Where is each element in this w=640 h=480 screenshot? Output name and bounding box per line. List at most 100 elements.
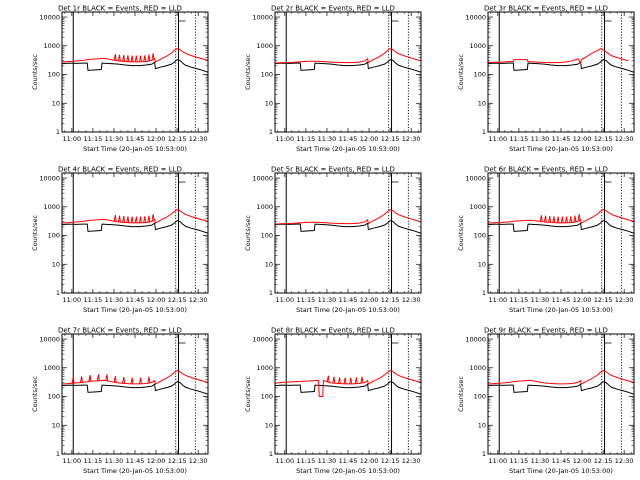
y-tick-label: 1000	[43, 42, 60, 50]
y-tick-label: 1000	[256, 203, 273, 211]
series-events-line	[274, 59, 422, 73]
panel-det-6r: Det 6r BLACK = Events, RED = LLD Counts/s…	[457, 166, 635, 314]
plot-frame	[487, 172, 635, 294]
y-axis-label: Counts/sec	[31, 376, 39, 412]
x-tick-label: 11:00	[62, 457, 81, 465]
panel-det-3r: Det 3r BLACK = Events, RED = LLD Counts/s…	[457, 5, 635, 153]
x-tick-label: 12:15	[381, 296, 400, 304]
series-lld-spike	[71, 376, 75, 384]
series-lld-spike	[130, 216, 134, 224]
x-tick-label: 11:45	[339, 296, 358, 304]
x-tick-label: 11:30	[105, 457, 124, 465]
y-tick-label: 100	[48, 393, 60, 401]
y-tick-label: 10000	[465, 13, 486, 21]
x-tick-label: 12:00	[573, 296, 592, 304]
series-lld-spike	[122, 215, 126, 223]
y-tick-label: 10000	[252, 335, 273, 343]
series-lld-spike	[117, 54, 121, 62]
panel-det-9r: Det 9r BLACK = Events, RED = LLD Counts/s…	[457, 327, 635, 475]
panel-det-4r: Det 4r BLACK = Events, RED = LLD Counts/s…	[31, 166, 209, 314]
x-tick-label: 11:00	[275, 135, 294, 143]
series-lld-spike	[354, 377, 358, 384]
series-lld-spike	[143, 216, 147, 223]
marker-bracket	[391, 13, 399, 22]
y-tick-label: 100	[474, 393, 486, 401]
x-tick-label: 11:15	[510, 457, 529, 465]
series-lld-spike	[138, 377, 142, 384]
x-tick-label: 11:45	[126, 296, 145, 304]
x-tick-label: 11:15	[297, 135, 316, 143]
plot-frame	[487, 333, 635, 455]
panel-det-1r: Det 1r BLACK = Events, RED = LLD Counts/s…	[31, 5, 209, 153]
y-tick-label: 100	[261, 71, 273, 79]
series-lld-spike	[134, 216, 138, 224]
marker-bracket	[178, 335, 186, 344]
series-lld-spike	[564, 216, 568, 223]
x-tick-label: 11:30	[318, 296, 337, 304]
series-lld-spike	[138, 216, 142, 223]
plot-frame	[61, 172, 209, 294]
y-tick-label: 10	[265, 99, 273, 107]
series-events-line	[487, 220, 635, 234]
plot-frame	[274, 11, 422, 133]
x-tick-label: 12:15	[594, 296, 613, 304]
marker-bracket	[178, 174, 186, 183]
panel-title: Det 5r BLACK = Events, RED = LLD	[271, 166, 395, 174]
plot-frame	[274, 172, 422, 294]
marker-bracket	[178, 13, 186, 22]
x-tick-label: 11:30	[105, 135, 124, 143]
x-tick-label: 11:45	[339, 135, 358, 143]
y-tick-label: 10000	[39, 335, 60, 343]
panel-title: Det 6r BLACK = Events, RED = LLD	[484, 166, 608, 174]
y-tick-label: 1	[482, 289, 486, 297]
series-lld-spike	[573, 215, 577, 223]
series-lld-spike	[88, 374, 92, 382]
x-tick-label: 11:00	[488, 135, 507, 143]
y-tick-label: 10000	[252, 174, 273, 182]
plot-frame	[61, 333, 209, 455]
y-tick-label: 10	[52, 99, 60, 107]
x-tick-label: 12:30	[615, 457, 634, 465]
series-lld-spike	[105, 374, 109, 381]
series-events-line	[274, 220, 422, 234]
y-tick-label: 10000	[39, 174, 60, 182]
y-axis-label: Counts/sec	[457, 215, 465, 251]
y-tick-label: 10	[478, 421, 486, 429]
series-lld-line	[61, 48, 209, 63]
x-tick-label: 11:45	[552, 135, 571, 143]
x-tick-label: 11:15	[510, 135, 529, 143]
series-lld-spike	[326, 375, 330, 383]
y-axis-label: Counts/sec	[244, 54, 252, 90]
x-axis-label: Start Time (20-Jan-05 10:53:00)	[509, 467, 613, 475]
marker-bracket	[604, 335, 612, 344]
y-tick-label: 10	[478, 260, 486, 268]
panel-title: Det 9r BLACK = Events, RED = LLD	[484, 327, 608, 335]
x-tick-label: 12:00	[360, 135, 379, 143]
x-axis-label: Start Time (20-Jan-05 10:53:00)	[296, 145, 400, 153]
series-lld-spike	[332, 376, 336, 384]
x-tick-label: 12:30	[402, 135, 421, 143]
series-lld-spike	[539, 215, 543, 222]
series-lld-spike	[113, 375, 117, 383]
x-tick-label: 11:00	[62, 296, 81, 304]
y-tick-label: 10000	[39, 13, 60, 21]
y-tick-label: 1000	[256, 42, 273, 50]
y-axis-label: Counts/sec	[457, 54, 465, 90]
series-events-line	[274, 381, 422, 395]
x-tick-label: 11:15	[297, 457, 316, 465]
y-tick-label: 10	[52, 260, 60, 268]
y-tick-label: 1	[56, 128, 60, 136]
series-lld-spike	[134, 55, 138, 63]
x-tick-label: 12:00	[573, 135, 592, 143]
y-tick-label: 100	[474, 71, 486, 79]
series-lld-spike	[138, 55, 142, 62]
x-tick-label: 12:15	[594, 135, 613, 143]
series-lld-line	[61, 209, 209, 224]
x-tick-label: 11:30	[318, 135, 337, 143]
y-tick-label: 100	[48, 71, 60, 79]
y-axis-label: Counts/sec	[31, 215, 39, 251]
y-tick-label: 1	[56, 450, 60, 458]
x-tick-label: 12:00	[147, 457, 166, 465]
x-tick-label: 12:30	[189, 296, 208, 304]
series-events-line	[487, 381, 635, 395]
